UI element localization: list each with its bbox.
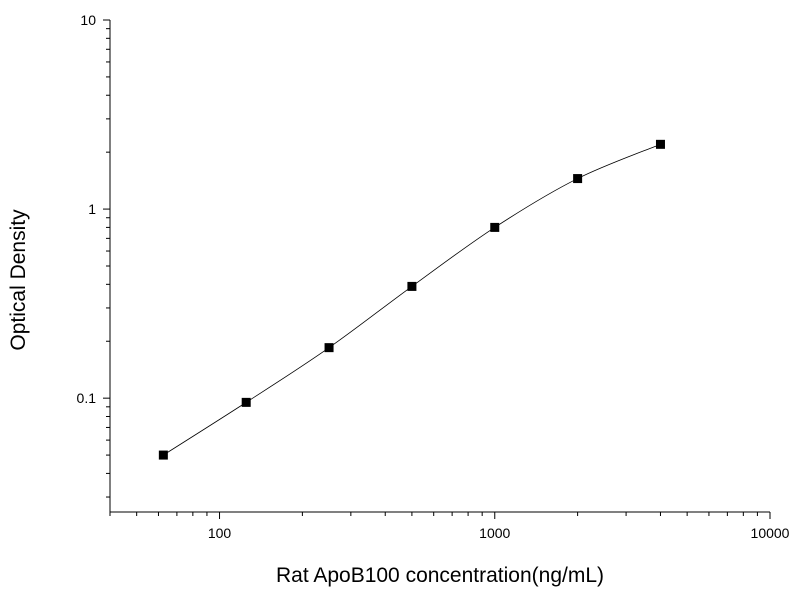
x-tick-label: 10000 (751, 525, 790, 541)
axis-ticks: 100 1000 10000 0.1 1 10 (77, 12, 790, 541)
y-axis-title: Optical Density (7, 209, 30, 351)
data-point (655, 139, 665, 149)
x-tick-label: 1000 (479, 525, 510, 541)
data-point (573, 174, 583, 184)
y-tick-label: 0.1 (77, 390, 97, 406)
data-point (324, 343, 334, 353)
marker-layer (158, 139, 665, 460)
data-point (407, 281, 417, 291)
fit-curve (163, 143, 661, 456)
x-axis-title: Rat ApoB100 concentration(ng/mL) (276, 564, 604, 587)
x-tick-label: 100 (208, 525, 232, 541)
data-point (158, 450, 168, 460)
y-tick-label: 10 (80, 12, 96, 28)
data-point (490, 222, 500, 232)
data-point (241, 397, 251, 407)
curve-layer (163, 143, 661, 456)
y-tick-label: 1 (88, 201, 96, 217)
